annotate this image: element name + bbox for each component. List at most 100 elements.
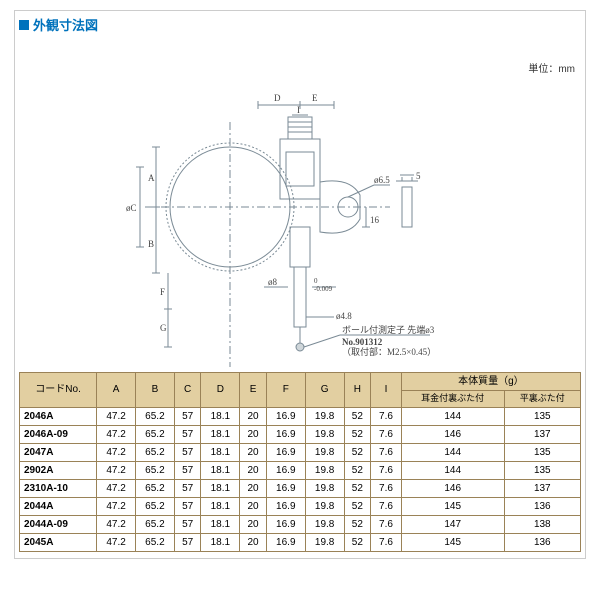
cell-value: 7.6 xyxy=(371,497,402,515)
col-H: H xyxy=(344,373,371,408)
cell-code: 2046A-09 xyxy=(20,425,97,443)
cell-value: 57 xyxy=(174,407,201,425)
col-G: G xyxy=(305,373,344,408)
cell-value: 137 xyxy=(504,479,580,497)
cell-value: 16.9 xyxy=(266,515,305,533)
cell-value: 18.1 xyxy=(201,497,240,515)
dim-B: B xyxy=(148,239,154,249)
cell-value: 20 xyxy=(240,479,267,497)
cell-value: 146 xyxy=(401,425,504,443)
cell-code: 2044A xyxy=(20,497,97,515)
dim-5: 5 xyxy=(416,171,421,181)
cell-value: 18.1 xyxy=(201,425,240,443)
cell-value: 135 xyxy=(504,443,580,461)
cell-value: 19.8 xyxy=(305,443,344,461)
col-A: A xyxy=(97,373,136,408)
cell-value: 65.2 xyxy=(135,461,174,479)
cell-value: 57 xyxy=(174,515,201,533)
square-icon xyxy=(19,20,29,30)
dim-G: G xyxy=(160,323,167,333)
cell-value: 57 xyxy=(174,533,201,551)
table-row: 2310A-1047.265.25718.12016.919.8527.6146… xyxy=(20,479,581,497)
cell-value: 144 xyxy=(401,461,504,479)
cell-value: 19.8 xyxy=(305,479,344,497)
cell-value: 65.2 xyxy=(135,533,174,551)
cell-value: 7.6 xyxy=(371,443,402,461)
cell-value: 18.1 xyxy=(201,443,240,461)
table-row: 2044A47.265.25718.12016.919.8527.6145136 xyxy=(20,497,581,515)
page-title: 外観寸法図 xyxy=(33,15,98,34)
cell-value: 19.8 xyxy=(305,515,344,533)
table-row: 2046A47.265.25718.12016.919.8527.6144135 xyxy=(20,407,581,425)
cell-value: 19.8 xyxy=(305,425,344,443)
cell-value: 52 xyxy=(344,407,371,425)
cell-value: 47.2 xyxy=(97,515,136,533)
cell-value: 135 xyxy=(504,461,580,479)
cell-value: 137 xyxy=(504,425,580,443)
cell-value: 7.6 xyxy=(371,515,402,533)
cell-value: 16.9 xyxy=(266,425,305,443)
cell-code: 2046A xyxy=(20,407,97,425)
svg-text:I: I xyxy=(297,105,300,115)
cell-value: 57 xyxy=(174,461,201,479)
cell-value: 47.2 xyxy=(97,425,136,443)
cell-code: 2902A xyxy=(20,461,97,479)
col-E: E xyxy=(240,373,267,408)
col-mass2: 平裏ぶた付 xyxy=(504,391,580,408)
cell-value: 16.9 xyxy=(266,461,305,479)
cell-value: 145 xyxy=(401,533,504,551)
cell-value: 18.1 xyxy=(201,515,240,533)
cell-value: 52 xyxy=(344,533,371,551)
cell-value: 7.6 xyxy=(371,533,402,551)
cell-value: 57 xyxy=(174,425,201,443)
dim-phi65: ø6.5 xyxy=(374,175,390,185)
note-ball: ボール付測定子 先端ø3 xyxy=(342,324,435,335)
note-partno: No.901312 xyxy=(342,337,383,347)
cell-value: 16.9 xyxy=(266,407,305,425)
cell-value: 19.8 xyxy=(305,407,344,425)
cell-value: 47.2 xyxy=(97,497,136,515)
dim-E: E xyxy=(312,93,318,103)
cell-value: 52 xyxy=(344,515,371,533)
col-mass1: 耳金付裏ぶた付 xyxy=(401,391,504,408)
cell-value: 57 xyxy=(174,479,201,497)
cell-value: 18.1 xyxy=(201,479,240,497)
cell-value: 65.2 xyxy=(135,443,174,461)
page-container: 外観寸法図 単位：mm xyxy=(14,10,586,559)
col-F: F xyxy=(266,373,305,408)
cell-value: 7.6 xyxy=(371,479,402,497)
cell-value: 136 xyxy=(504,533,580,551)
diagram: I xyxy=(15,77,585,372)
dim-F: F xyxy=(160,287,165,297)
dim-C: øC xyxy=(126,203,137,213)
cell-value: 138 xyxy=(504,515,580,533)
svg-text:-0.009: -0.009 xyxy=(314,285,333,293)
table-row: 2902A47.265.25718.12016.919.8527.6144135 xyxy=(20,461,581,479)
cell-value: 52 xyxy=(344,479,371,497)
table-row: 2045A47.265.25718.12016.919.8527.6145136 xyxy=(20,533,581,551)
cell-code: 2045A xyxy=(20,533,97,551)
cell-value: 7.6 xyxy=(371,407,402,425)
dim-A: A xyxy=(148,173,155,183)
cell-value: 144 xyxy=(401,443,504,461)
note-mount: （取付部：M2.5×0.45） xyxy=(342,346,436,357)
cell-value: 20 xyxy=(240,407,267,425)
cell-value: 19.8 xyxy=(305,461,344,479)
cell-value: 147 xyxy=(401,515,504,533)
dim-phi48: ø4.8 xyxy=(336,311,352,321)
col-I: I xyxy=(371,373,402,408)
cell-value: 20 xyxy=(240,425,267,443)
svg-text:0: 0 xyxy=(314,277,318,285)
title-row: 外観寸法図 xyxy=(15,11,585,36)
cell-value: 52 xyxy=(344,443,371,461)
cell-value: 65.2 xyxy=(135,515,174,533)
dimension-table: コードNo. A B C D E F G H I 本体質量（g） 耳金付裏ぶた付… xyxy=(15,372,585,558)
cell-code: 2047A xyxy=(20,443,97,461)
cell-code: 2044A-09 xyxy=(20,515,97,533)
cell-value: 65.2 xyxy=(135,497,174,515)
table-row: 2046A-0947.265.25718.12016.919.8527.6146… xyxy=(20,425,581,443)
col-C: C xyxy=(174,373,201,408)
cell-value: 7.6 xyxy=(371,461,402,479)
cell-value: 18.1 xyxy=(201,407,240,425)
cell-value: 16.9 xyxy=(266,497,305,515)
